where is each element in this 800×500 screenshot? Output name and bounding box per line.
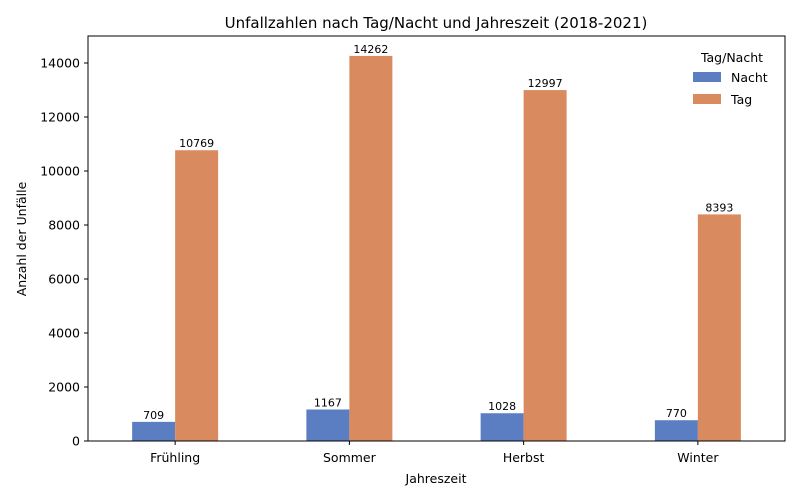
chart-title: Unfallzahlen nach Tag/Nacht und Jahresze…: [225, 14, 648, 32]
bar-nacht-2: [480, 413, 524, 441]
legend-swatch-nacht: [693, 72, 721, 82]
bar-tag-2: [523, 90, 567, 442]
y-tick-label: 4000: [48, 326, 80, 341]
bar-value-label: 1167: [314, 396, 342, 409]
bar-value-labels: 709 10769 1167 14262 1028 12997 770 8393: [143, 43, 733, 422]
bar-tag-0: [175, 150, 219, 441]
bar-value-label: 1028: [488, 400, 516, 413]
bar-nacht-1: [306, 409, 350, 441]
legend-swatch-tag: [693, 94, 721, 104]
bar-tag-1: [349, 55, 393, 442]
y-tick-label: 10000: [40, 164, 80, 179]
plot-frame: [87, 35, 786, 442]
y-axis: 0 2000 4000 6000 8000 10000 12000 14000: [40, 56, 88, 449]
y-tick-label: 8000: [48, 218, 80, 233]
x-axis: Frühling Sommer Herbst Winter: [150, 441, 719, 465]
y-tick-label: 14000: [40, 56, 80, 71]
bar-value-label: 8393: [705, 201, 733, 214]
x-axis-label: Jahreszeit: [405, 471, 467, 486]
bar-value-label: 709: [143, 409, 164, 422]
x-tick-label: Sommer: [323, 450, 377, 465]
bar-nacht-3: [654, 420, 698, 441]
bar-nacht-0: [132, 421, 176, 441]
y-tick-label: 0: [72, 434, 80, 449]
legend-title: Tag/Nacht: [700, 50, 763, 65]
y-tick-label: 6000: [48, 272, 80, 287]
bar-value-label: 12997: [528, 77, 563, 90]
x-tick-label: Winter: [677, 450, 719, 465]
bar-value-label: 14262: [353, 43, 388, 56]
bar-value-label: 10769: [179, 137, 214, 150]
legend-label-tag: Tag: [730, 92, 752, 107]
y-tick-label: 2000: [48, 380, 80, 395]
y-tick-label: 12000: [40, 110, 80, 125]
legend: Tag/Nacht Nacht Tag: [693, 50, 768, 107]
plot-bars: [132, 55, 741, 442]
bar-tag-3: [697, 214, 741, 441]
x-tick-label: Frühling: [150, 450, 200, 465]
bar-value-label: 770: [666, 407, 687, 420]
x-tick-label: Herbst: [503, 450, 545, 465]
y-axis-label: Anzahl der Unfälle: [14, 181, 29, 296]
legend-label-nacht: Nacht: [731, 70, 768, 85]
